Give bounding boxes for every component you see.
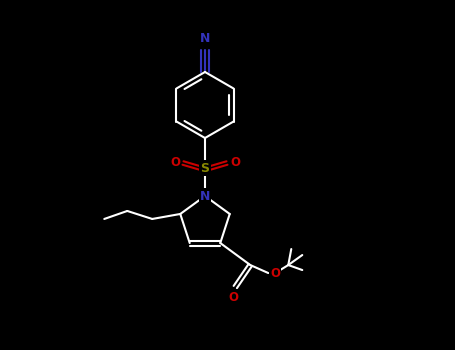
Text: O: O xyxy=(230,156,240,169)
Text: S: S xyxy=(201,161,209,175)
Text: O: O xyxy=(170,156,180,169)
Text: O: O xyxy=(228,290,238,303)
Text: N: N xyxy=(200,189,210,203)
Text: N: N xyxy=(200,32,210,44)
Text: O: O xyxy=(270,267,280,280)
